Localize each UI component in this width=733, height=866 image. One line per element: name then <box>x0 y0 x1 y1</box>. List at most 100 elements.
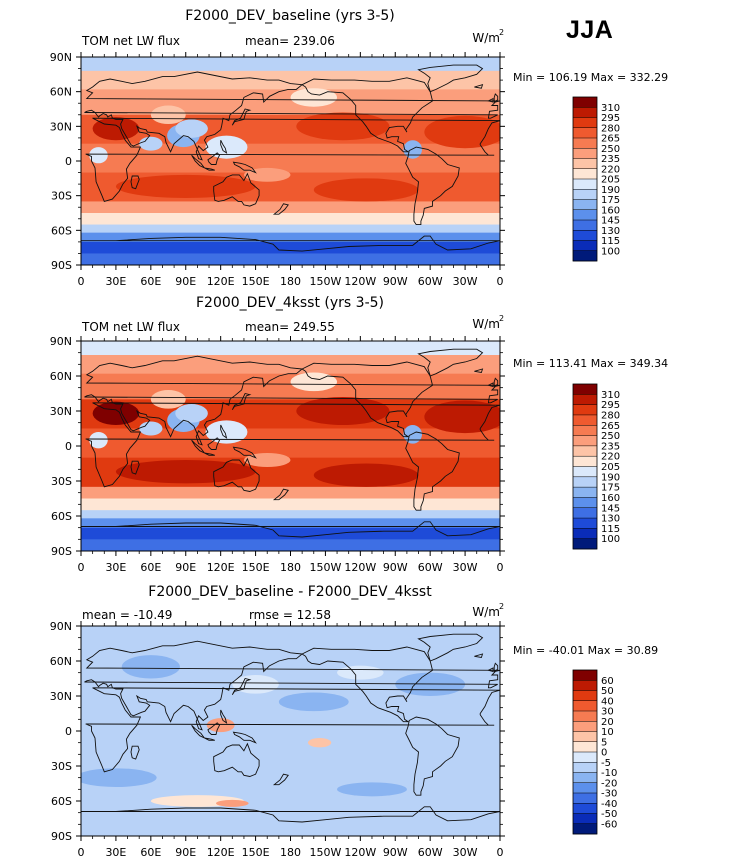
coastline <box>213 172 260 207</box>
blob-diff-6 <box>337 665 384 680</box>
band-s5 <box>81 539 500 551</box>
coastline <box>220 424 228 439</box>
colorbar-cell <box>573 721 597 732</box>
colorbar-cell <box>573 220 597 231</box>
y-tick-label: 30S <box>51 475 72 488</box>
blob-diff-8 <box>337 782 407 797</box>
coastline <box>301 77 434 153</box>
blob-wpac-conv <box>205 135 248 159</box>
x-tick-label: 150E <box>242 846 270 859</box>
colorbar-cell <box>573 148 597 159</box>
colorbar-label: 130 <box>601 514 620 525</box>
coastlines-2 <box>81 348 500 538</box>
x-tick-label: 30W <box>453 846 478 859</box>
colorbar-cell <box>573 250 597 262</box>
colorbar-label: 220 <box>601 452 620 463</box>
x-tick-label: 120W <box>344 846 376 859</box>
blob-central-asia <box>150 105 186 125</box>
colorbar-label: 250 <box>601 144 620 155</box>
coastline <box>474 653 484 659</box>
colorbar-label: 20 <box>601 717 614 728</box>
coastline <box>213 742 260 777</box>
coastline <box>231 677 252 696</box>
x-tick-label: 30W <box>453 561 478 574</box>
coastline <box>81 521 500 538</box>
coastline <box>272 773 289 786</box>
colorbar-label: 220 <box>601 164 620 175</box>
blob-tibet <box>175 119 208 138</box>
coastline <box>493 662 499 673</box>
colorbar-label: -40 <box>601 799 617 810</box>
x-tick-label: 150W <box>309 846 341 859</box>
colorbar-cell <box>573 762 597 773</box>
colorbar-label: -30 <box>601 789 617 800</box>
coastline <box>493 93 499 103</box>
coastline <box>84 71 500 161</box>
coastline <box>272 488 289 501</box>
colorbar-label: -20 <box>601 778 617 789</box>
x-tick-label: 60W <box>418 275 443 288</box>
panel-title: F2000_DEV_baseline - F2000_DEV_4ksst <box>148 584 432 600</box>
colorbar-label: 100 <box>601 246 620 257</box>
blob-spcz <box>243 453 291 467</box>
y-tick-label: 0 <box>65 155 72 168</box>
x-tick-label: 180 <box>280 275 301 288</box>
band-arctic <box>81 341 500 356</box>
units-label: W/m <box>472 605 500 619</box>
panel-1: 0 30E 60E 90E 120E 150E 180 150W 120W 90W 60W 30W 09… <box>50 8 668 288</box>
coastline <box>301 361 434 438</box>
colorbar-cell <box>573 445 597 457</box>
colorbar-cell <box>573 518 597 529</box>
x-tick-label: 0 <box>497 275 504 288</box>
coastline <box>231 108 252 126</box>
colorbar-label: 295 <box>601 400 620 411</box>
x-tick-label: 180 <box>280 846 301 859</box>
x-tick-label: 60W <box>418 846 443 859</box>
colorbar-cell <box>573 107 597 118</box>
coastline <box>232 731 257 744</box>
colorbar-cell <box>573 507 597 519</box>
blob-africa-conv <box>89 432 108 449</box>
colorbar-cell <box>573 414 597 426</box>
colorbar-cell <box>573 782 597 794</box>
panel-2: 0 30E 60E 90E 120E 150E 180 150W 120W 90W 60W 30W 09… <box>50 295 668 574</box>
y-tick-label: 0 <box>65 440 72 453</box>
panel-title: F2000_DEV_baseline (yrs 3-5) <box>185 8 395 24</box>
colorbar-cell <box>573 179 597 190</box>
colorbar-label: 10 <box>601 727 614 738</box>
panel-center-label: rmse = 12.58 <box>249 608 331 622</box>
blob-aleutian <box>290 372 338 392</box>
y-tick-label: 30N <box>50 405 72 418</box>
x-tick-label: 60W <box>418 561 443 574</box>
y-tick-label: 60S <box>51 224 72 237</box>
blob-natl-high <box>424 115 500 149</box>
blob-central-am <box>403 425 423 444</box>
coastlines-3 <box>81 633 500 823</box>
blob-sepac-high <box>313 463 419 487</box>
colorbar-cell <box>573 189 597 200</box>
field-2 <box>81 341 500 551</box>
colorbar-label: 100 <box>601 534 620 545</box>
colorbar-cell <box>573 497 597 509</box>
x-tick-label: 30W <box>453 275 478 288</box>
colorbar-cell <box>573 741 597 753</box>
colorbar-label: 280 <box>601 123 620 134</box>
y-tick-label: 60N <box>50 86 72 99</box>
coastline <box>474 368 484 374</box>
colorbar-cell <box>573 690 597 702</box>
x-tick-label: 30E <box>105 275 126 288</box>
colorbar-label: 235 <box>601 441 620 452</box>
colorbar-cell <box>573 487 597 498</box>
blob-diff-warm <box>206 718 235 733</box>
colorbar-cell <box>573 394 597 405</box>
colorbar-cell <box>573 813 597 825</box>
x-tick-label: 60E <box>140 846 161 859</box>
colorbar-label: 130 <box>601 226 620 237</box>
x-tick-label: 120W <box>344 275 376 288</box>
colorbar-label: 60 <box>601 676 614 687</box>
coastline <box>405 716 460 796</box>
y-tick-label: 30N <box>50 120 72 133</box>
colorbar-label: 145 <box>601 216 620 227</box>
coastline <box>85 402 500 488</box>
blob-sio-high <box>115 174 256 198</box>
